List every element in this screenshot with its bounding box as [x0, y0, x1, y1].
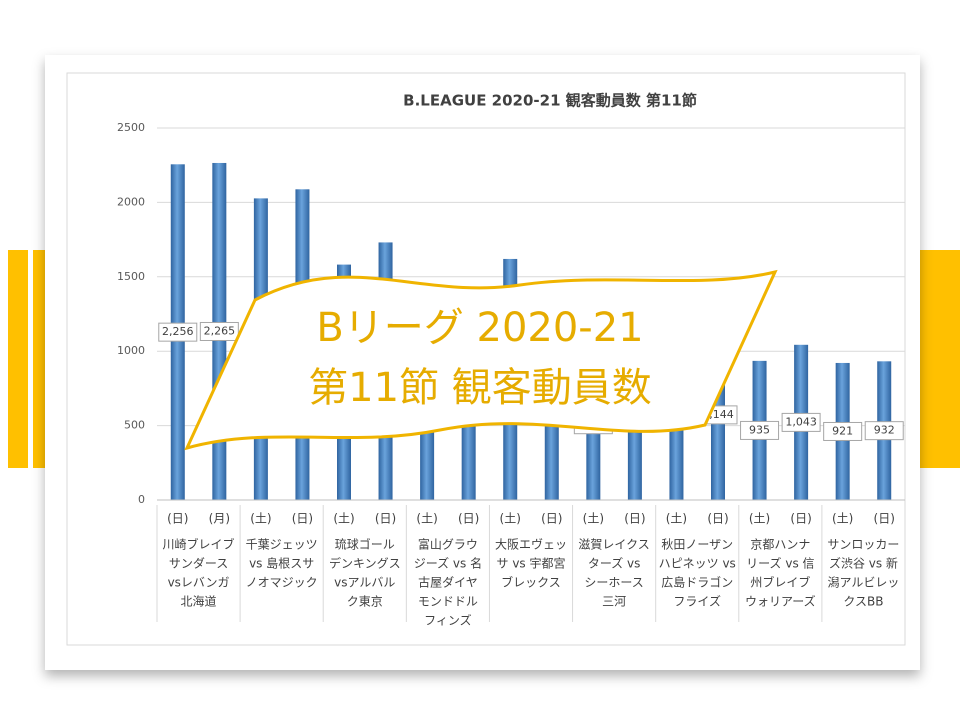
group-label: vsレバンガ [168, 576, 230, 590]
group-label: フライズ [673, 594, 721, 609]
group-label: フィンズ [424, 613, 472, 628]
x-tick-label: (日) [375, 512, 396, 526]
y-tick-label: 2500 [117, 121, 145, 134]
group-label: 潟アルビレッ [827, 576, 899, 590]
value-label: 921 [832, 424, 853, 437]
group-label: ターズ vs [588, 556, 641, 571]
deco-bar [918, 250, 960, 468]
x-tick-label: (日) [624, 512, 645, 526]
group-label: シーホース [584, 576, 643, 590]
group-label: 千葉ジェッツ [246, 538, 318, 552]
value-label-box [158, 322, 198, 342]
y-tick-label: 2000 [117, 195, 145, 208]
x-tick-label: (土) [416, 512, 437, 526]
value-label: 935 [749, 423, 770, 436]
value-label-box [864, 421, 904, 441]
group-label: 三河 [602, 595, 626, 609]
group-label: ク東京 [347, 595, 383, 609]
group-label: デンキングス [329, 556, 401, 571]
group-label: サ vs 宇都宮 [497, 556, 566, 571]
group-label: 秋田ノーザン [661, 538, 733, 552]
y-tick-label: 0 [138, 493, 145, 506]
x-tick-label: (日) [874, 512, 895, 526]
x-tick-label: (日) [707, 512, 728, 526]
x-tick-label: (土) [583, 512, 604, 526]
group-label: ハピネッツ vs [659, 557, 736, 571]
group-label: ブレックス [501, 575, 561, 590]
group-label: 古屋ダイヤ [418, 575, 478, 590]
group-label: 州ブレイブ [750, 575, 810, 590]
y-tick-label: 1000 [117, 344, 145, 357]
y-tick-label: 500 [124, 419, 145, 432]
group-label: 広島ドラゴン [661, 575, 733, 590]
x-tick-label: (土) [250, 512, 271, 526]
x-tick-label: (日) [790, 512, 811, 526]
value-label-box [823, 421, 863, 441]
group-label: ノオマジック [246, 576, 318, 590]
group-label: 琉球ゴール [335, 537, 395, 552]
banner-text: Bリーグ 2020-21 [316, 305, 643, 351]
group-label: モンドドル [418, 595, 478, 609]
x-tick-label: (月) [209, 512, 230, 526]
value-label: 1,043 [785, 415, 817, 428]
x-tick-label: (土) [500, 512, 521, 526]
banner-shape [184, 269, 778, 451]
banner-text: 第11節 観客動員数 [308, 365, 652, 411]
x-tick-label: (日) [458, 512, 479, 526]
group-label: リーズ vs 信 [746, 556, 814, 571]
group-label: クスBB [843, 595, 883, 609]
group-label: 滋賀レイクス [578, 538, 649, 552]
group-label: サンロッカー [827, 538, 899, 552]
value-label-box [781, 412, 821, 432]
group-label: ジーズ vs 名 [414, 556, 482, 571]
banner: Bリーグ 2020-21 第11節 観客動員数 [184, 269, 778, 451]
chart-title: B.LEAGUE 2020-21 観客動員数 第11節 [403, 92, 697, 110]
group-label: ズ渋谷 vs 新 [829, 556, 898, 571]
group-label: ウォリアーズ [745, 594, 816, 609]
x-tick-label: (日) [541, 512, 562, 526]
group-label: 京都ハンナ [750, 538, 810, 552]
group-label: vsアルバル [334, 576, 395, 590]
deco-bar [33, 250, 47, 468]
x-tick-label: (土) [666, 512, 687, 526]
x-tick-label: (日) [167, 512, 188, 526]
group-label: 北海道 [181, 594, 217, 609]
x-tick-label: (土) [333, 512, 354, 526]
value-label: 932 [874, 424, 895, 437]
x-tick-label: (土) [749, 512, 770, 526]
group-label: 大阪エヴェッ [495, 537, 567, 552]
value-label: 2,256 [162, 325, 194, 338]
value-label-box [199, 321, 239, 341]
value-label-box [740, 420, 780, 440]
value-label: 2,265 [204, 324, 236, 337]
group-label: 富山グラウ [418, 537, 478, 552]
group-label: サンダース [169, 556, 228, 571]
group-label: vs 島根スサ [249, 556, 314, 571]
y-tick-label: 1500 [117, 270, 145, 283]
x-tick-label: (土) [832, 512, 853, 526]
x-tick-label: (日) [292, 512, 313, 526]
deco-bar [8, 250, 28, 468]
group-label: 川崎ブレイブ [163, 537, 235, 552]
